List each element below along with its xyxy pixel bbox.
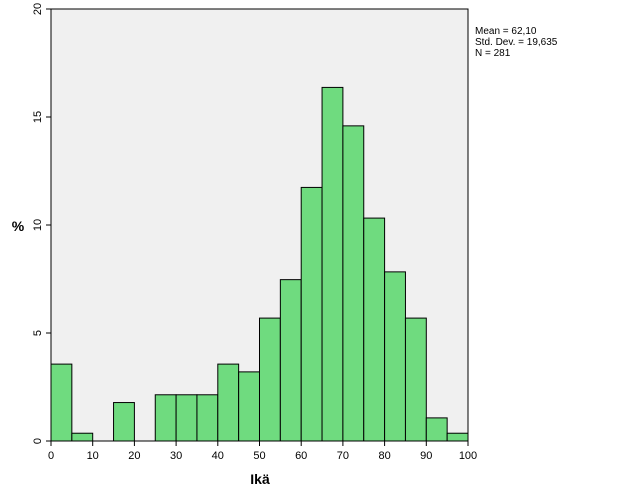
histogram-bar (321, 86, 344, 442)
histogram-bar (404, 317, 427, 442)
x-tick-label: 100 (459, 450, 477, 462)
x-tick-label: 20 (128, 450, 140, 462)
histogram-bar (384, 271, 406, 442)
bars-group (50, 8, 469, 442)
histogram-bar (446, 432, 469, 442)
histogram-bar (238, 371, 260, 442)
y-tick-label: 15 (32, 111, 44, 123)
y-tick-label: 20 (32, 3, 44, 15)
y-tick-label: 0 (32, 438, 44, 444)
y-axis-title: % (12, 218, 25, 234)
mean-label: Mean = 62,10 (475, 26, 537, 37)
histogram-bar (342, 125, 365, 442)
x-tick-label: 30 (170, 450, 182, 462)
statistics-box: Mean = 62,10 Std. Dev. = 19,635 N = 281 (475, 26, 557, 59)
histogram-bar (175, 394, 198, 442)
histogram-bar (425, 417, 448, 442)
x-tick-label: 40 (212, 450, 224, 462)
histogram-bar (259, 317, 281, 442)
y-axis-ticks: 0 5 10 15 20 (32, 3, 51, 444)
x-tick-label: 80 (378, 450, 390, 462)
histogram-bar (217, 363, 240, 442)
x-tick-label: 50 (253, 450, 265, 462)
y-tick-label: 5 (32, 330, 44, 336)
histogram-bar (279, 279, 302, 442)
x-axis-ticks: 0 10 20 30 40 50 60 70 80 90 100 (48, 441, 477, 462)
histogram-bar (154, 394, 177, 442)
histogram-bar (300, 186, 323, 442)
x-tick-label: 0 (48, 450, 54, 462)
histogram-bar (363, 217, 386, 442)
x-axis-title: Ikä (250, 471, 270, 487)
histogram-bar (71, 432, 94, 442)
histogram-bar (196, 394, 219, 442)
y-tick-label: 10 (32, 219, 44, 231)
x-tick-label: 70 (337, 450, 349, 462)
x-tick-label: 90 (420, 450, 432, 462)
n-label: N = 281 (475, 48, 511, 59)
histogram-bar (50, 363, 73, 442)
histogram-bar (113, 402, 135, 442)
std-dev-label: Std. Dev. = 19,635 (475, 37, 558, 48)
x-tick-label: 10 (87, 450, 99, 462)
x-tick-label: 60 (295, 450, 307, 462)
